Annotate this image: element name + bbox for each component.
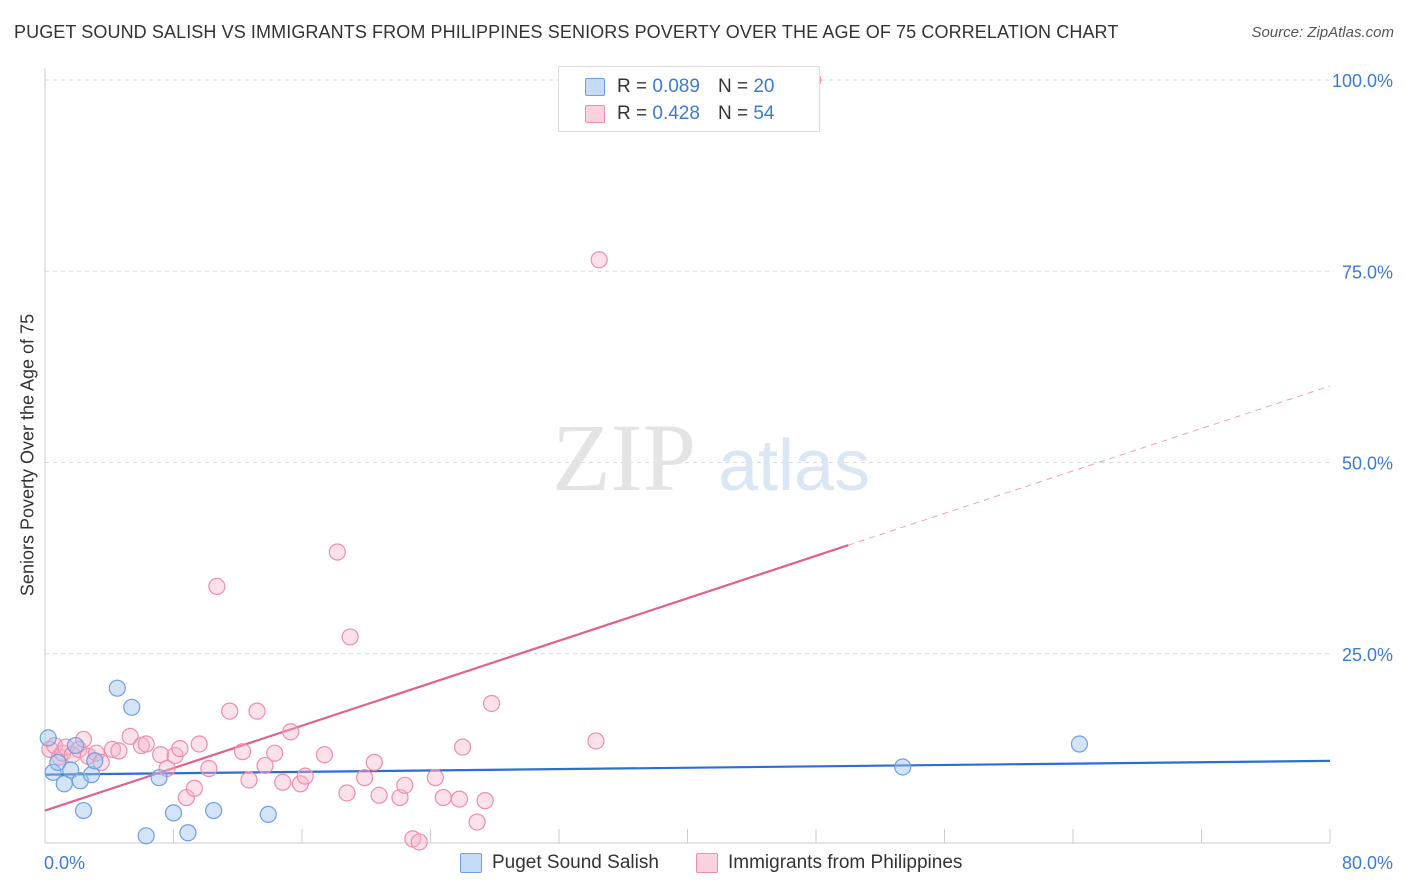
data-point-series-1 [74, 801, 93, 820]
data-point-series-2 [590, 251, 608, 269]
data-point-series-2 [137, 735, 155, 753]
data-point-series-2 [240, 771, 258, 789]
data-point-series-2 [434, 788, 452, 807]
data-point-series-2 [370, 786, 388, 804]
data-point-series-1 [55, 775, 73, 793]
data-point-series-2 [468, 813, 486, 831]
data-point-series-2 [587, 732, 605, 750]
trend-line-series-1 [44, 759, 1331, 776]
trend-lines [44, 385, 1331, 812]
data-point-series-2 [266, 744, 284, 762]
data-point-series-2 [454, 738, 472, 756]
legend-item-immigrants-from-philippines: Immigrants from Philippines [696, 852, 962, 874]
data-point-series-2 [200, 759, 218, 778]
x-tick-label-min: 0.0% [44, 853, 85, 873]
legend-label-puget-sound-salish: Puget Sound Salish [492, 852, 659, 873]
legend-swatch-immigrants-from-philippines [696, 853, 718, 873]
data-point-series-2 [341, 628, 359, 646]
series-1-n-value: 20 [753, 76, 775, 97]
y-tick-label: 100.0% [1332, 71, 1393, 91]
series-2-r-label: R = [617, 103, 648, 124]
data-point-series-1 [1070, 735, 1089, 753]
watermark: ZIP atlas [552, 404, 870, 511]
data-point-series-2 [190, 735, 208, 753]
data-point-series-2 [103, 740, 122, 758]
series-1-n-label: N = [717, 76, 749, 97]
data-point-series-2 [282, 723, 300, 741]
data-point-series-1 [137, 827, 155, 845]
data-point-series-1 [49, 753, 67, 771]
series-2-swatch [585, 105, 605, 123]
x-tick-label-max: 80.0% [1342, 853, 1393, 873]
series-2-n-label: N = [717, 103, 749, 124]
y-tick-label: 25.0% [1342, 645, 1393, 665]
data-point-series-1 [86, 752, 104, 770]
tick-labels: 100.0% 75.0% 50.0% 25.0% 0.0% 80.0% [44, 71, 1393, 873]
data-points [39, 71, 1089, 851]
legend-swatch-puget-sound-salish [460, 853, 482, 873]
series-1-swatch [585, 78, 605, 96]
chart-source: Source: ZipAtlas.com [1251, 24, 1394, 41]
data-point-series-2 [315, 746, 334, 764]
axes [44, 68, 1331, 844]
data-point-series-2 [233, 743, 252, 761]
data-point-series-2 [171, 740, 189, 758]
y-tick-label: 75.0% [1342, 262, 1393, 282]
data-point-series-1 [108, 679, 126, 697]
data-point-series-2 [296, 767, 314, 785]
correlation-legend: R = 0.089 N = 20 R = 0.428 N = 54 [558, 66, 820, 132]
data-point-series-1 [39, 729, 57, 747]
data-point-series-2 [338, 784, 356, 802]
data-point-series-2 [110, 742, 128, 760]
series-1-r-value: 0.089 [652, 76, 700, 97]
series-1-r-label: R = [617, 76, 648, 97]
data-point-series-1 [62, 761, 80, 779]
legend-item-puget-sound-salish: Puget Sound Salish [460, 852, 659, 874]
data-point-series-2 [356, 769, 374, 787]
data-point-series-2 [92, 753, 110, 771]
series-2-n-value: 54 [753, 103, 775, 124]
data-point-series-2 [410, 833, 428, 851]
data-point-series-1 [894, 758, 912, 776]
y-tick-label: 50.0% [1342, 454, 1393, 474]
data-point-series-2 [426, 769, 444, 787]
legend-row-series-1: R = 0.089 N = 20 [585, 76, 774, 98]
data-point-series-2 [476, 792, 494, 810]
data-point-series-2 [482, 694, 501, 713]
legend-label-immigrants-from-philippines: Immigrants from Philippines [728, 852, 963, 873]
data-point-series-2 [221, 702, 239, 720]
data-point-series-2 [185, 779, 203, 797]
trend-line-extrapolated-series-2 [847, 385, 1331, 546]
data-point-series-2 [274, 773, 292, 791]
data-point-series-1 [150, 769, 168, 787]
chart-title: PUGET SOUND SALISH VS IMMIGRANTS FROM PH… [14, 22, 1119, 42]
data-point-series-1 [164, 804, 183, 822]
data-point-series-1 [82, 766, 101, 784]
series-2-r-value: 0.428 [652, 103, 700, 124]
data-point-series-1 [205, 801, 223, 820]
data-point-series-2 [248, 702, 266, 720]
data-point-series-1 [179, 824, 197, 842]
trend-line-series-2 [44, 544, 849, 812]
data-point-series-1 [66, 736, 85, 755]
data-point-series-2 [328, 543, 346, 561]
legend-row-series-2: R = 0.428 N = 54 [585, 103, 774, 125]
data-point-series-2 [152, 746, 170, 764]
data-point-series-2 [208, 577, 226, 596]
data-point-series-1 [44, 763, 62, 781]
watermark-atlas: atlas [718, 426, 870, 506]
data-point-series-2 [450, 790, 469, 808]
gridlines [45, 79, 1330, 655]
watermark-zip: ZIP [552, 404, 696, 511]
data-point-series-2 [256, 756, 274, 775]
data-point-series-1 [123, 698, 141, 716]
data-point-series-1 [259, 805, 277, 824]
data-point-series-2 [396, 776, 414, 794]
data-point-series-2 [365, 753, 383, 771]
data-point-series-2 [121, 727, 139, 745]
